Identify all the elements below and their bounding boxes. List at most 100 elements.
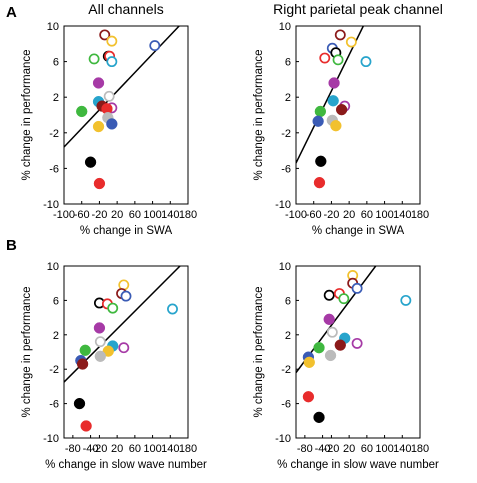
x-axis-label: % change in SWA xyxy=(312,225,405,237)
plot-frame xyxy=(63,25,189,205)
y-tick-label: 10 xyxy=(47,21,59,33)
data-point-open xyxy=(323,289,335,301)
x-tick-label: 20 xyxy=(111,209,123,221)
data-point-filled xyxy=(92,77,105,89)
data-point-open xyxy=(167,303,178,315)
plot-frame xyxy=(295,265,421,439)
y-tick-label: -2 xyxy=(281,128,291,140)
data-point-filled xyxy=(102,345,114,357)
data-point-filled xyxy=(93,322,106,334)
y-tick-label: 6 xyxy=(53,295,59,307)
x-tick-label: -40 xyxy=(83,443,99,455)
data-point-filled xyxy=(313,176,326,189)
points xyxy=(76,29,161,190)
y-tick-label: -10 xyxy=(275,433,291,445)
x-tick-label: -100 xyxy=(285,209,307,221)
y-tick-label: 10 xyxy=(279,21,291,33)
data-point-filled xyxy=(312,115,324,127)
data-point-open xyxy=(94,336,106,348)
regression-line xyxy=(64,26,180,148)
y-tick-label: -6 xyxy=(49,163,59,175)
x-tick-label: 60 xyxy=(361,443,373,455)
data-point-filled xyxy=(93,177,106,190)
data-point-filled xyxy=(80,420,92,432)
data-point-filled xyxy=(302,391,315,403)
data-point-open xyxy=(103,90,115,102)
y-axis-label: % change in performance xyxy=(21,286,33,417)
data-point-open xyxy=(99,29,111,41)
data-point-open xyxy=(338,293,350,305)
points xyxy=(312,29,372,189)
x-tick-label: -80 xyxy=(297,443,313,455)
data-point-filled xyxy=(315,155,327,167)
x-tick-label: -20 xyxy=(323,209,339,221)
y-tick-label: -10 xyxy=(275,199,291,211)
x-tick-label: -60 xyxy=(74,209,90,221)
data-point-open xyxy=(351,337,363,349)
data-point-open xyxy=(319,52,331,64)
data-point-filled xyxy=(84,156,97,168)
y-tick-label: -6 xyxy=(281,163,291,175)
data-point-filled xyxy=(323,313,335,325)
x-tick-label: 100 xyxy=(375,209,393,221)
plot-frame xyxy=(63,265,189,439)
y-tick-label: 2 xyxy=(53,92,59,104)
y-tick-label: 2 xyxy=(285,330,291,342)
y-axis-label: % change in performance xyxy=(253,49,265,180)
x-tick-label: 60 xyxy=(129,209,141,221)
x-tick-label: 180 xyxy=(179,443,197,455)
data-point-open xyxy=(351,282,363,294)
y-tick-label: -10 xyxy=(43,199,59,211)
plot-frame xyxy=(295,25,421,205)
x-tick-label: -80 xyxy=(65,443,81,455)
data-point-open xyxy=(400,294,412,306)
x-tick-label: 140 xyxy=(161,209,179,221)
chart-3: -10 -6 -2 2 6 10 -80 -40-20 20 60 100 140 180 % chang… xyxy=(21,261,207,471)
data-point-filled xyxy=(76,358,89,370)
y-tick-label: -2 xyxy=(281,364,291,376)
points xyxy=(302,270,412,424)
data-point-filled xyxy=(313,411,325,424)
data-point-open xyxy=(332,54,344,66)
data-point-filled xyxy=(328,77,340,89)
x-tick-label: 180 xyxy=(179,209,197,221)
data-point-open xyxy=(326,326,338,338)
y-tick-label: -2 xyxy=(49,128,59,140)
x-tick-label: 100 xyxy=(143,443,161,455)
x-tick-label: -100 xyxy=(53,209,75,221)
data-point-filled xyxy=(94,350,106,362)
chart-2: Right parietal peak channel -10 -6 -2 2 6 10 -1… xyxy=(253,1,443,237)
data-point-open xyxy=(107,302,119,314)
y-axis-label: % change in performance xyxy=(253,286,265,417)
data-point-open xyxy=(118,342,130,354)
panel-letter-a: A xyxy=(6,4,17,21)
data-point-filled xyxy=(106,118,118,130)
y-tick-label: -2 xyxy=(49,364,59,376)
x-tick-label: 140 xyxy=(393,443,411,455)
data-point-filled xyxy=(92,120,105,133)
data-point-filled xyxy=(313,342,325,354)
y-tick-label: -10 xyxy=(43,433,59,445)
x-tick-label: 20 xyxy=(343,443,355,455)
data-point-open xyxy=(106,35,118,47)
data-point-open xyxy=(360,56,372,68)
data-point-open xyxy=(88,53,100,65)
x-tick-label: 100 xyxy=(143,209,161,221)
data-point-filled xyxy=(330,120,342,132)
data-point-filled xyxy=(73,397,86,410)
panel-letter-b: B xyxy=(6,237,17,254)
data-point-open xyxy=(334,29,346,41)
points xyxy=(73,279,178,432)
data-point-filled xyxy=(314,105,327,118)
x-axis-label: % change in SWA xyxy=(80,225,173,237)
y-tick-label: 2 xyxy=(53,330,59,342)
chart-title: Right parietal peak channel xyxy=(273,1,443,17)
data-point-open xyxy=(149,40,161,52)
y-tick-label: 6 xyxy=(285,57,291,69)
data-point-open xyxy=(345,36,357,48)
regression-line xyxy=(296,26,364,164)
data-point-open xyxy=(118,279,130,291)
y-axis-label: % change in performance xyxy=(21,49,33,180)
data-point-filled xyxy=(79,344,91,356)
data-point-open xyxy=(106,56,118,68)
